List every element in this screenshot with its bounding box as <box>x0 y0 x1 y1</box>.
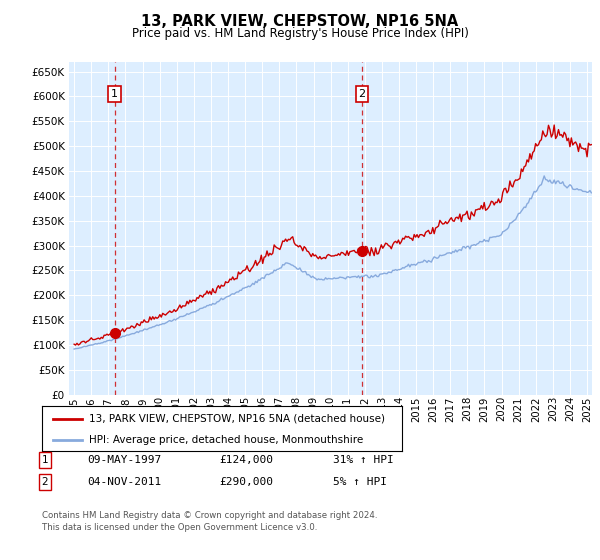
Text: £124,000: £124,000 <box>219 455 273 465</box>
Text: 2: 2 <box>41 477 49 487</box>
Text: 1: 1 <box>111 89 118 99</box>
Text: 31% ↑ HPI: 31% ↑ HPI <box>333 455 394 465</box>
Text: 04-NOV-2011: 04-NOV-2011 <box>87 477 161 487</box>
Text: 5% ↑ HPI: 5% ↑ HPI <box>333 477 387 487</box>
Text: 1: 1 <box>41 455 49 465</box>
Text: HPI: Average price, detached house, Monmouthshire: HPI: Average price, detached house, Monm… <box>89 435 363 445</box>
Text: £290,000: £290,000 <box>219 477 273 487</box>
Text: 13, PARK VIEW, CHEPSTOW, NP16 5NA (detached house): 13, PARK VIEW, CHEPSTOW, NP16 5NA (detac… <box>89 413 385 423</box>
Text: Contains HM Land Registry data © Crown copyright and database right 2024.
This d: Contains HM Land Registry data © Crown c… <box>42 511 377 532</box>
Text: 09-MAY-1997: 09-MAY-1997 <box>87 455 161 465</box>
Text: 2: 2 <box>358 89 365 99</box>
Text: 13, PARK VIEW, CHEPSTOW, NP16 5NA: 13, PARK VIEW, CHEPSTOW, NP16 5NA <box>142 14 458 29</box>
Text: Price paid vs. HM Land Registry's House Price Index (HPI): Price paid vs. HM Land Registry's House … <box>131 27 469 40</box>
